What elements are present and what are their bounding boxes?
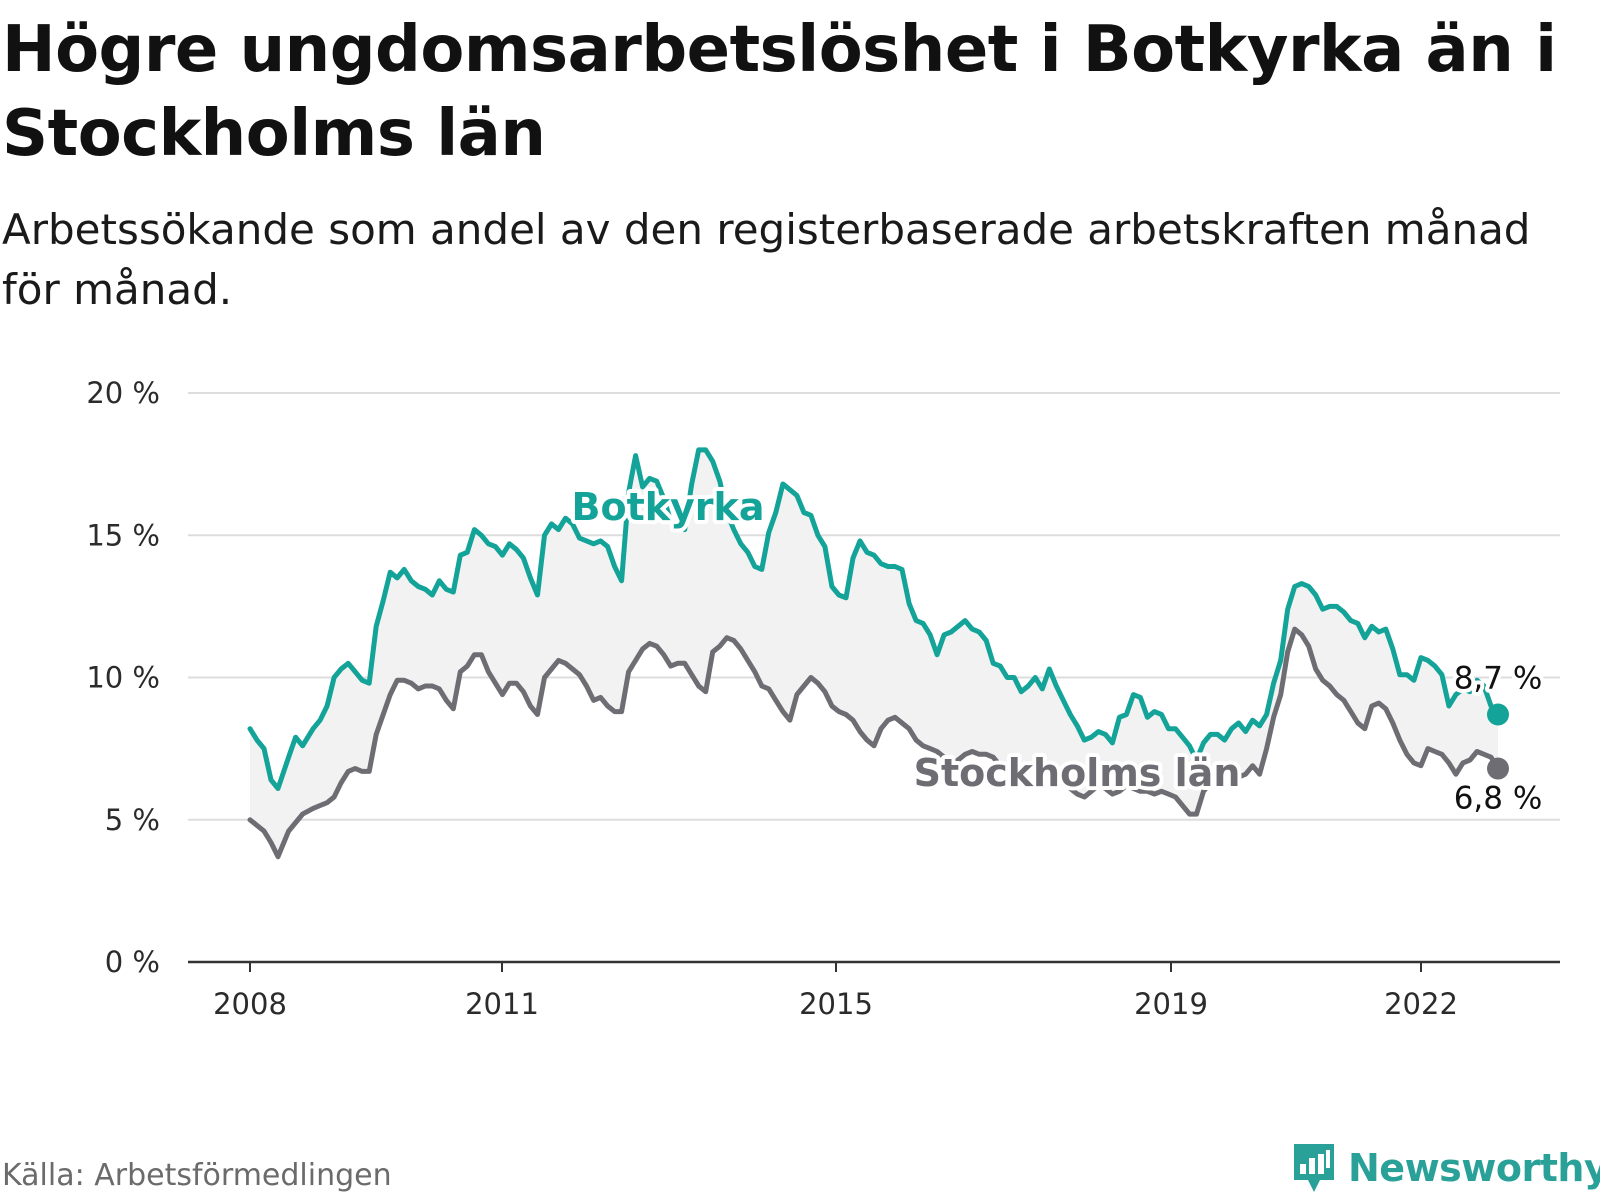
series-lines	[247, 447, 1509, 860]
source-note: Källa: Arbetsförmedlingen	[2, 1158, 392, 1193]
series-label-botkyrka-halo: Botkyrka	[572, 485, 765, 529]
chart-title: Högre ungdomsarbetslöshet i Botkyrka än …	[2, 13, 1557, 171]
x-tick-label: 2022	[1384, 987, 1458, 1021]
y-tick-label: 20 %	[86, 376, 160, 410]
y-tick-label: 5 %	[105, 803, 160, 837]
x-tick-label: 2019	[1134, 987, 1208, 1021]
series-line-stockholms-lan	[247, 626, 1501, 860]
brand-logo[interactable]: Newsworthy	[1290, 1140, 1600, 1196]
y-tick-label: 0 %	[105, 945, 160, 979]
end-point-stockholms-lan	[1487, 757, 1509, 780]
end-label-stockholms-lan: 6,8 %	[1454, 781, 1543, 817]
series-label-botkyrka: Botkyrka	[572, 485, 765, 529]
y-tick-label: 15 %	[86, 518, 160, 552]
difference-band	[250, 449, 1498, 857]
x-tick-label: 2011	[465, 987, 539, 1021]
series-label-stockholms-lan-halo: Stockholms län	[914, 751, 1241, 795]
end-label-botkyrka: 8,7 %	[1454, 660, 1543, 696]
brand-name: Newsworthy	[1348, 1146, 1600, 1190]
chart-subtitle: Arbetssökande som andel av den registerb…	[2, 205, 1531, 314]
series-line-botkyrka	[247, 447, 1501, 791]
y-tick-label: 10 %	[86, 661, 160, 695]
line-chart: 0 % 5 % 10 % 15 % 20 % 2008 2011 2015 2019 2022 B…	[86, 376, 1560, 1021]
x-tick-label: 2008	[213, 987, 287, 1021]
end-point-botkyrka	[1487, 703, 1509, 726]
newsworthy-logo-icon	[1294, 1144, 1334, 1192]
end-label-stockholms-lan-halo: 6,8 %	[1454, 781, 1543, 817]
band-area	[250, 449, 1498, 857]
series-label-stockholms-lan: Stockholms län	[914, 751, 1241, 795]
x-tick-label: 2015	[799, 987, 873, 1021]
axes: 0 % 5 % 10 % 15 % 20 % 2008 2011 2015 2019 2022	[86, 376, 1560, 1021]
end-label-botkyrka-halo: 8,7 %	[1454, 660, 1543, 696]
